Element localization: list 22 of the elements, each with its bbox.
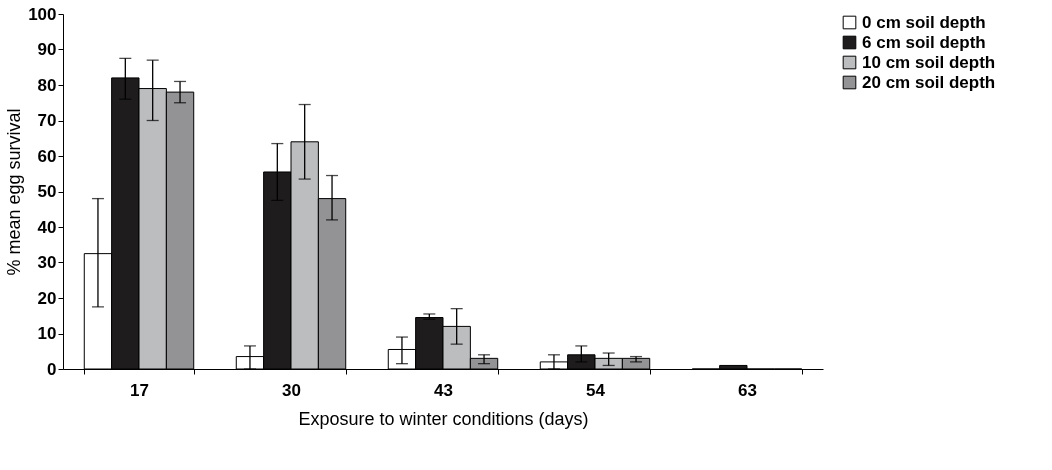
legend-label: 0 cm soil depth [862,12,986,32]
y-tick-label: 20 [37,288,57,308]
y-axis-title: % mean egg survival [4,108,25,276]
y-tick-label: 10 [37,324,57,343]
x-tick-label: 17 [130,380,149,400]
x-axis-title: Exposure to winter conditions (days) [298,408,589,429]
y-tick-label: 50 [37,182,57,201]
y-tick-label: 60 [37,146,57,166]
x-tick-label: 43 [434,380,453,400]
y-tick-label: 80 [37,75,57,95]
y-tick-label: 70 [37,111,57,130]
legend-label: 20 cm soil depth [862,72,996,92]
y-tick-label: 90 [37,40,57,59]
x-tick-label: 30 [282,380,301,400]
x-tick-label: 54 [586,380,606,400]
y-tick-label: 0 [47,359,57,379]
y-tick-label: 40 [37,217,57,237]
x-tick-label: 63 [738,380,757,400]
y-tick-label: 100 [28,4,57,24]
legend-label: 10 cm soil depth [862,52,996,72]
legend-label: 6 cm soil depth [862,32,986,52]
y-tick-label: 30 [37,253,57,272]
